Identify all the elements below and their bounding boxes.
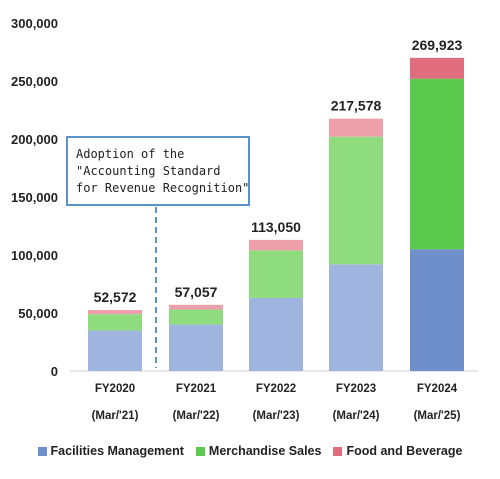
x-tick-label: FY2022 — [256, 383, 296, 395]
legend-label: Merchandise Sales — [208, 444, 322, 458]
x-tick-label: FY2024 — [417, 383, 458, 395]
x-tick-label: FY2023 — [336, 383, 376, 395]
legend-item-merchandise-sales: Merchandise Sales — [195, 444, 322, 458]
legend-swatch — [333, 446, 343, 456]
legend: Facilities Management Merchandise Sales … — [0, 444, 500, 458]
legend-label: Facilities Management — [50, 444, 184, 458]
x-tick-label: FY2020 — [95, 383, 135, 395]
bar-facilities-management-fy2020 — [88, 330, 142, 371]
x-tick-sublabel: (Mar/'21) — [92, 410, 139, 422]
annotation-line: for Revenue Recognition" — [76, 180, 250, 195]
x-tick-sublabel: (Mar/'22) — [173, 410, 220, 422]
x-tick-sublabel: (Mar/'23) — [253, 410, 300, 422]
y-tick-label: 0 — [51, 364, 58, 379]
total-label: 217,578 — [331, 98, 382, 114]
legend-item-food-and-beverage: Food and Beverage — [333, 444, 462, 458]
x-tick-label: FY2021 — [176, 383, 217, 395]
annotation-box: Adoption of the "Accounting Standard for… — [66, 136, 250, 206]
legend-label: Food and Beverage — [346, 444, 463, 458]
bar-merchandise-sales-fy2022 — [249, 250, 303, 298]
bar-food-and-beverage-fy2023 — [329, 118, 383, 137]
legend-swatch — [37, 446, 47, 456]
bar-merchandise-sales-fy2020 — [88, 314, 142, 331]
y-tick-label: 200,000 — [11, 132, 58, 147]
y-tick-label: 100,000 — [11, 248, 58, 263]
y-tick-label: 300,000 — [11, 16, 58, 31]
annotation-line: Adoption of the — [76, 146, 185, 161]
bar-facilities-management-fy2022 — [249, 297, 303, 371]
bar-food-and-beverage-fy2024 — [410, 57, 464, 79]
y-axis-ticks: 0 50,000 100,000 150,000 200,000 250,000 300,0… — [11, 16, 58, 379]
x-tick-sublabel: (Mar/'24) — [333, 410, 380, 422]
total-label: 113,050 — [251, 219, 301, 235]
chart: 0 50,000 100,000 150,000 200,000 250,000 300,0… — [11, 16, 478, 422]
total-label: 269,923 — [412, 37, 463, 53]
x-axis-labels: FY2020 (Mar/'21) FY2021 (Mar/'22) FY2022 (Mar… — [92, 383, 461, 422]
x-tick-sublabel: (Mar/'25) — [414, 410, 461, 422]
bars — [88, 57, 464, 371]
y-tick-label: 150,000 — [11, 190, 58, 205]
legend-item-facilities-management: Facilities Management — [37, 444, 184, 458]
annotation-line: "Accounting Standard — [76, 163, 221, 178]
bar-facilities-management-fy2023 — [329, 264, 383, 371]
total-label: 57,057 — [175, 284, 218, 300]
bar-food-and-beverage-fy2022 — [249, 239, 303, 251]
bar-merchandise-sales-fy2024 — [410, 78, 464, 250]
y-tick-label: 50,000 — [18, 306, 58, 321]
legend-swatch — [195, 446, 205, 456]
y-tick-label: 250,000 — [11, 74, 58, 89]
bar-merchandise-sales-fy2021 — [169, 309, 223, 325]
bar-facilities-management-fy2021 — [169, 324, 223, 371]
bar-facilities-management-fy2024 — [410, 249, 464, 371]
total-labels: 52,572 57,057 113,050 217,578 269,923 — [94, 37, 463, 305]
bar-food-and-beverage-fy2021 — [169, 304, 223, 310]
total-label: 52,572 — [94, 289, 137, 305]
bar-merchandise-sales-fy2023 — [329, 136, 383, 265]
bar-food-and-beverage-fy2020 — [88, 310, 142, 315]
